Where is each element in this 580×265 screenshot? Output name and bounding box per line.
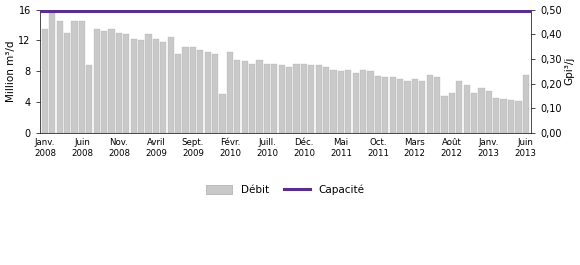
Bar [123, 34, 129, 133]
Bar [412, 79, 418, 133]
Bar [485, 91, 492, 133]
Bar [382, 77, 389, 133]
Bar [293, 64, 300, 133]
Bar [397, 79, 403, 133]
Bar [219, 94, 226, 133]
Bar [434, 77, 440, 133]
Bar [456, 81, 462, 133]
Bar [508, 100, 514, 133]
Bar [360, 70, 366, 133]
Bar [57, 21, 63, 133]
Bar [227, 52, 233, 133]
Bar [101, 31, 107, 133]
Bar [64, 33, 70, 133]
Bar [116, 33, 122, 133]
Bar [471, 93, 477, 133]
Bar [160, 42, 166, 133]
Bar [441, 96, 448, 133]
Bar [523, 75, 529, 133]
Bar [197, 50, 204, 133]
Y-axis label: Million m³/d: Million m³/d [6, 41, 16, 102]
Bar [338, 71, 344, 133]
Bar [478, 88, 484, 133]
Bar [190, 47, 196, 133]
Bar [241, 61, 248, 133]
Bar [449, 93, 455, 133]
Bar [168, 37, 174, 133]
Bar [463, 85, 470, 133]
Bar [108, 29, 115, 133]
Bar [426, 75, 433, 133]
Bar [153, 39, 159, 133]
Bar [42, 29, 48, 133]
Y-axis label: Gpi³/j: Gpi³/j [564, 57, 574, 86]
Bar [390, 77, 396, 133]
Bar [515, 101, 521, 133]
Bar [49, 14, 56, 133]
Bar [249, 64, 255, 133]
Bar [138, 40, 144, 133]
Bar [212, 54, 218, 133]
Bar [234, 60, 241, 133]
Bar [86, 65, 92, 133]
Bar [146, 34, 151, 133]
Bar [501, 99, 507, 133]
Bar [331, 70, 336, 133]
Bar [404, 81, 411, 133]
Bar [367, 71, 374, 133]
Bar [323, 68, 329, 133]
Bar [353, 73, 359, 133]
Bar [205, 52, 211, 133]
Bar [93, 29, 100, 133]
Bar [419, 81, 425, 133]
Bar [345, 70, 351, 133]
Bar [271, 64, 277, 133]
Bar [175, 54, 181, 133]
Bar [300, 64, 307, 133]
Bar [316, 65, 322, 133]
Bar [375, 76, 381, 133]
Bar [130, 39, 137, 133]
Bar [286, 68, 292, 133]
Bar [256, 60, 263, 133]
Bar [182, 47, 188, 133]
Bar [79, 21, 85, 133]
Bar [264, 64, 270, 133]
Bar [71, 21, 78, 133]
Bar [308, 65, 314, 133]
Legend: Débit, Capacité: Débit, Capacité [202, 181, 369, 200]
Bar [278, 65, 285, 133]
Bar [493, 98, 499, 133]
